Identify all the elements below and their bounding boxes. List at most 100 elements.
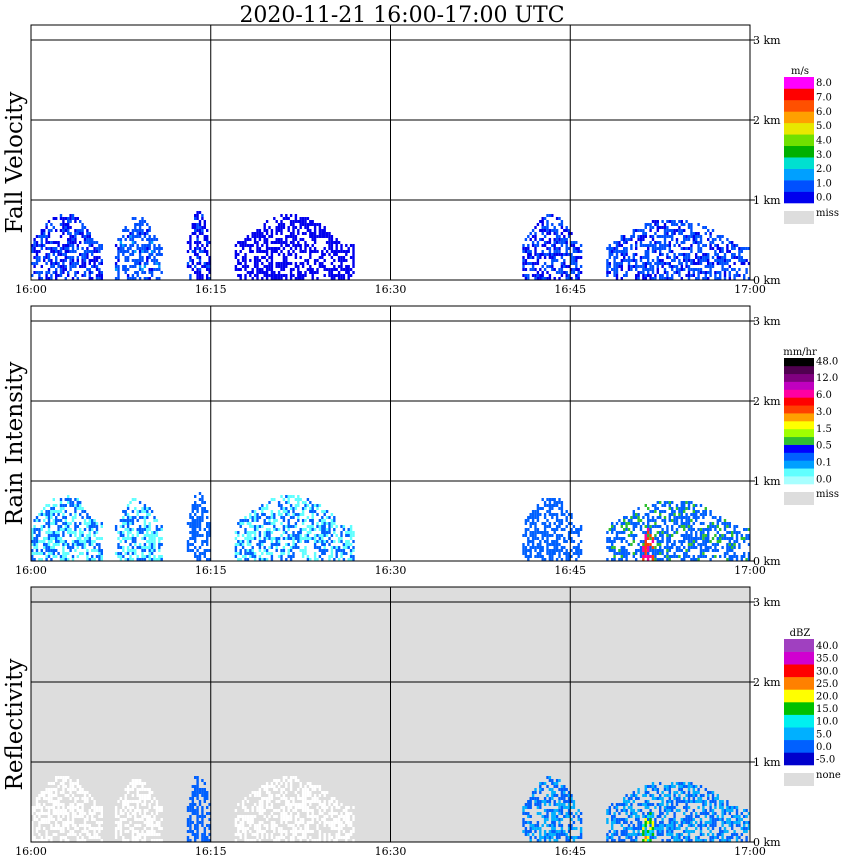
echo-cell — [294, 238, 298, 241]
echo-cell — [539, 268, 542, 271]
echo-cell — [647, 525, 650, 528]
echo-cell — [285, 495, 288, 498]
echo-cell — [553, 241, 556, 244]
echo-cell — [280, 812, 283, 815]
echo-cell — [294, 833, 298, 836]
echo-cell — [716, 522, 719, 525]
echo-cell — [114, 809, 118, 812]
echo-cell — [138, 247, 142, 250]
echo-cell — [654, 510, 657, 513]
echo-cell — [294, 256, 298, 259]
echo-cell — [64, 812, 67, 815]
echo-cell — [194, 495, 197, 498]
echo-cell — [81, 516, 84, 519]
echo-cell — [337, 549, 341, 552]
echo-cell — [143, 794, 147, 797]
echo-cell — [548, 277, 552, 280]
echo-cell — [289, 803, 293, 806]
echo-cell — [328, 232, 331, 235]
echo-cell — [726, 247, 729, 250]
echo-cell — [43, 827, 46, 830]
echo-cell — [67, 223, 70, 226]
echo-cell — [275, 782, 278, 785]
echo-cell — [287, 522, 290, 525]
echo-cell — [558, 519, 561, 522]
echo-cell — [88, 809, 91, 812]
echo-cell — [575, 265, 578, 268]
echo-cell — [721, 247, 724, 250]
echo-cell — [333, 540, 336, 543]
echo-cell — [282, 836, 286, 839]
echo-cell — [719, 274, 722, 277]
echo-cell — [335, 549, 338, 552]
echo-cell — [323, 528, 326, 531]
echo-cell — [299, 797, 302, 800]
echo-cell — [31, 262, 34, 265]
echo-cell — [40, 812, 43, 815]
echo-cell — [352, 262, 355, 265]
echo-cell — [277, 839, 281, 842]
echo-cell — [563, 253, 566, 256]
echo-cell — [117, 815, 120, 818]
echo-cell — [654, 223, 657, 226]
echo-cell — [321, 256, 324, 259]
echo-cell — [620, 537, 623, 540]
echo-cell — [563, 540, 566, 543]
echo-cell — [189, 818, 192, 821]
echo-cell — [551, 555, 554, 558]
echo-layer — [31, 211, 751, 280]
echo-cell — [328, 516, 331, 519]
echo-cell — [74, 274, 77, 277]
echo-cell — [738, 250, 741, 253]
echo-cell — [666, 253, 669, 256]
echo-cell — [301, 528, 305, 531]
echo-cell — [71, 785, 75, 788]
echo-cell — [646, 537, 650, 540]
echo-cell — [555, 558, 559, 561]
echo-cell — [129, 232, 132, 235]
echo-cell — [663, 504, 667, 507]
echo-cell — [239, 821, 242, 824]
echo-cell — [74, 528, 77, 531]
echo-cell — [316, 785, 319, 788]
echo-cell — [275, 809, 278, 812]
echo-cell — [256, 262, 259, 265]
echo-cell — [270, 797, 274, 800]
echo-cell — [241, 821, 245, 824]
echo-cell — [71, 821, 75, 824]
echo-cell — [203, 265, 206, 268]
echo-cell — [608, 540, 611, 543]
echo-cell — [45, 253, 48, 256]
echo-cell — [683, 253, 686, 256]
echo-cell — [69, 522, 72, 525]
echo-cell — [91, 558, 94, 561]
echo-cell — [35, 812, 39, 815]
echo-cell — [141, 818, 144, 821]
echo-cell — [189, 265, 192, 268]
echo-cell — [292, 223, 295, 226]
echo-cell — [646, 528, 650, 531]
echo-cell — [268, 256, 271, 259]
echo-cell — [728, 277, 731, 280]
echo-cell — [683, 540, 686, 543]
echo-cell — [625, 271, 628, 274]
echo-cell — [330, 250, 334, 253]
echo-cell — [716, 235, 719, 238]
echo-cell — [553, 498, 556, 501]
echo-cell — [673, 519, 676, 522]
echo-cell — [196, 507, 199, 510]
echo-cell — [692, 235, 695, 238]
echo-cell — [735, 555, 739, 558]
echo-cell — [251, 537, 254, 540]
echo-cell — [67, 232, 70, 235]
echo-cell — [62, 549, 65, 552]
echo-cell — [707, 546, 710, 549]
echo-cell — [268, 265, 271, 268]
echo-cell — [141, 244, 144, 247]
echo-cell — [155, 806, 159, 809]
echo-cell — [333, 821, 336, 824]
echo-cell — [644, 549, 647, 552]
echo-cell — [656, 540, 659, 543]
echo-cell — [95, 809, 99, 812]
